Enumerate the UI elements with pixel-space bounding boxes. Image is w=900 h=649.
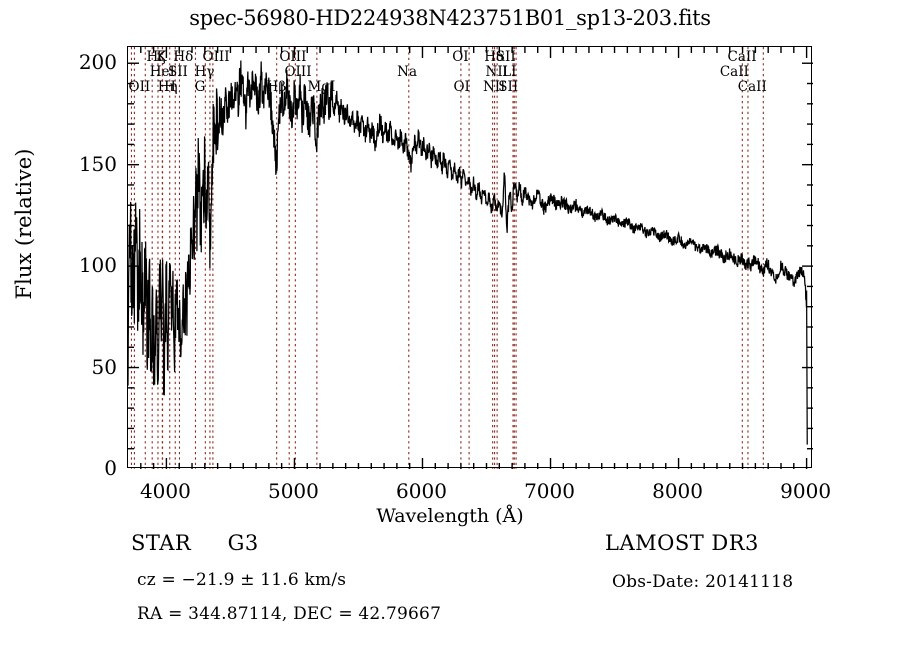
line-label-OIII-5007: OIII (284, 64, 312, 80)
axis-ticks (128, 47, 813, 469)
line-label-Na-5893: Na (397, 64, 418, 80)
line-label-OII-3727: OII (128, 79, 151, 95)
x-axis-title: Wavelength (Å) (376, 505, 524, 527)
x-tick-label-7000: 7000 (524, 479, 575, 503)
obs-date: Obs-Date: 20141118 (612, 572, 794, 592)
y-tick-label-150: 150 (78, 151, 117, 176)
line-label-CaII-8498: CaII (727, 49, 757, 65)
line-label-H-3889: Hζ (146, 49, 166, 65)
line-label-HeI-3889: HeI (149, 64, 175, 80)
object-type: STAR (131, 531, 192, 555)
spectrum-svg (127, 47, 813, 469)
y-tick-label-100: 100 (78, 253, 117, 278)
line-label-CaII-8662: CaII (737, 79, 767, 95)
y-tick-label-200: 200 (78, 50, 117, 75)
x-tick-label-9000: 9000 (780, 479, 832, 503)
plot-canvas (127, 47, 813, 469)
line-label-H-4861: Hβ (266, 79, 287, 95)
line-label-H-4102: Hδ (173, 49, 194, 65)
line-label-SII-4069: SII (167, 64, 188, 80)
radial-velocity: cz = −21.9 ± 11.6 km/s (137, 570, 347, 590)
line-label-NII-6583: NII (482, 79, 506, 95)
line-label-G-4304: G (194, 79, 206, 95)
line-label-CaII-8542: CaII (719, 64, 749, 80)
line-label-SII-6731: SII (498, 79, 519, 95)
line-label-MgI-5175: MgI (307, 79, 336, 95)
plot-frame (127, 46, 813, 469)
line-label-NII-6548: NII (485, 64, 508, 80)
x-tick-label-8000: 8000 (652, 479, 703, 503)
line-label-LI-6707: LI (502, 64, 517, 80)
line-label-H-3968: H (164, 79, 176, 95)
y-tick-label-0: 0 (104, 456, 117, 480)
line-label-OIII-4363: OIII (202, 49, 230, 65)
x-tick-label-4000: 4000 (139, 479, 191, 503)
line-label-SII-6717: SII (495, 49, 516, 65)
line-label-H-4340: Hγ (194, 64, 215, 80)
y-tick-label-50: 50 (91, 354, 117, 379)
page-title: spec-56980-HD224938N423751B01_sp13-203.f… (189, 6, 711, 30)
line-label-OI-6300: OI (452, 49, 469, 65)
coordinates: RA = 344.87114, DEC = 42.79667 (137, 604, 442, 624)
line-label-K-3934: K (156, 49, 167, 65)
line-label-OIII-4959: OIII (279, 49, 307, 65)
spectrum-trace (127, 60, 808, 445)
line-label-H-6563: Hα (484, 49, 506, 65)
line-label-OI-6364: OI (453, 79, 470, 95)
spectral-class: G3 (227, 531, 259, 555)
line-label-H-3970: Hη (157, 79, 178, 95)
object-type-label: STAR G3 (131, 531, 259, 555)
x-tick-label-6000: 6000 (396, 479, 447, 503)
x-tick-label-5000: 5000 (267, 479, 319, 503)
survey-label: LAMOST DR3 (605, 531, 759, 555)
y-axis-title: Flux (relative) (12, 148, 36, 300)
